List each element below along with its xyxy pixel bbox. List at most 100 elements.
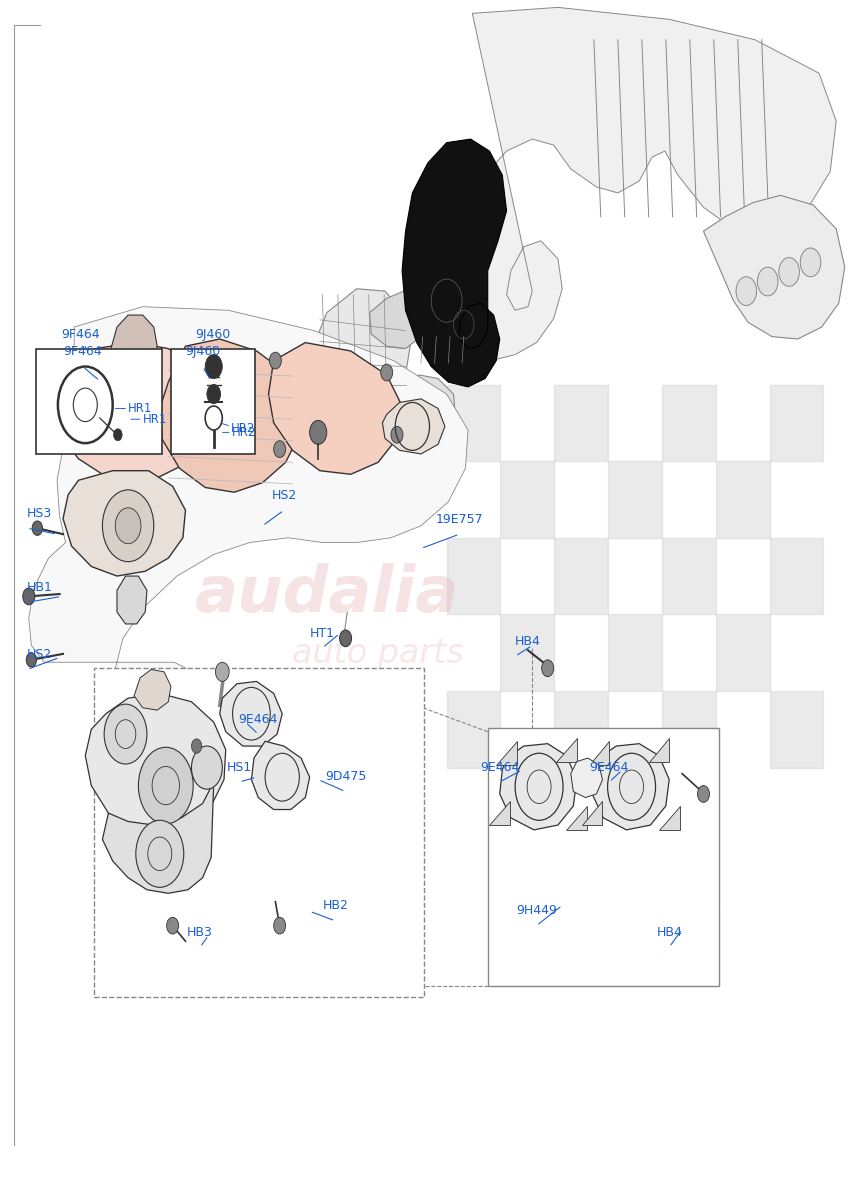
Circle shape (104, 704, 147, 764)
Circle shape (102, 490, 154, 562)
Circle shape (113, 428, 122, 440)
PathPatch shape (134, 670, 171, 710)
Bar (171, 348, 255, 454)
Circle shape (381, 364, 393, 380)
Circle shape (274, 917, 286, 934)
PathPatch shape (63, 470, 186, 576)
PathPatch shape (85, 694, 226, 834)
PathPatch shape (111, 316, 157, 370)
PathPatch shape (318, 289, 411, 402)
Text: HB3: HB3 (187, 926, 213, 938)
Text: audalia: audalia (195, 563, 459, 625)
Circle shape (205, 354, 222, 378)
PathPatch shape (252, 742, 309, 810)
Text: 19E757: 19E757 (436, 512, 484, 526)
Bar (501, 614, 554, 691)
PathPatch shape (117, 576, 147, 624)
Text: HB1: HB1 (27, 581, 53, 594)
Bar (770, 384, 824, 461)
Circle shape (167, 917, 179, 934)
Text: HR2: HR2 (231, 422, 255, 436)
PathPatch shape (588, 742, 609, 766)
Bar (716, 461, 770, 538)
Circle shape (216, 662, 229, 682)
Circle shape (207, 384, 221, 403)
Circle shape (108, 378, 160, 450)
Text: 9F464: 9F464 (64, 346, 102, 358)
PathPatch shape (704, 196, 844, 340)
Bar (608, 461, 662, 538)
PathPatch shape (649, 738, 669, 762)
PathPatch shape (659, 806, 679, 830)
Circle shape (136, 821, 184, 887)
PathPatch shape (592, 744, 669, 830)
Text: HB4: HB4 (656, 926, 682, 938)
PathPatch shape (102, 782, 214, 893)
Text: 9D475: 9D475 (325, 770, 366, 784)
PathPatch shape (570, 758, 602, 798)
Circle shape (542, 660, 554, 677)
PathPatch shape (582, 802, 602, 826)
Bar (488, 728, 719, 985)
Circle shape (270, 352, 282, 368)
Bar (716, 614, 770, 691)
Text: 9J460: 9J460 (195, 329, 230, 341)
Circle shape (779, 258, 800, 287)
Circle shape (58, 366, 113, 443)
Bar (770, 691, 824, 768)
Circle shape (205, 406, 222, 430)
Bar (447, 691, 501, 768)
Circle shape (339, 630, 351, 647)
PathPatch shape (369, 292, 428, 348)
Circle shape (201, 406, 213, 422)
Circle shape (801, 248, 821, 277)
Circle shape (23, 588, 34, 605)
Circle shape (758, 268, 778, 296)
Bar (554, 691, 608, 768)
Circle shape (55, 412, 67, 428)
Circle shape (698, 786, 710, 803)
Bar (662, 384, 716, 461)
Circle shape (33, 521, 42, 535)
PathPatch shape (160, 340, 301, 492)
Text: 9E464: 9E464 (589, 761, 629, 774)
PathPatch shape (220, 682, 283, 746)
Circle shape (73, 388, 97, 421)
Circle shape (188, 358, 200, 374)
Circle shape (192, 739, 202, 754)
PathPatch shape (382, 398, 445, 454)
Text: 9E464: 9E464 (480, 761, 520, 774)
Circle shape (736, 277, 757, 306)
Text: HT1: HT1 (310, 626, 335, 640)
Text: HR2: HR2 (232, 426, 256, 439)
Text: 9H449: 9H449 (516, 905, 557, 917)
Bar (94, 668, 423, 997)
Bar (447, 538, 501, 614)
Bar (554, 538, 608, 614)
PathPatch shape (391, 374, 455, 434)
Text: HB2: HB2 (322, 900, 348, 912)
PathPatch shape (500, 744, 576, 830)
Bar (770, 538, 824, 614)
PathPatch shape (51, 342, 209, 480)
Bar (608, 614, 662, 691)
Text: HB4: HB4 (515, 635, 541, 648)
Text: HS2: HS2 (27, 648, 52, 661)
Text: HR1: HR1 (143, 413, 167, 426)
PathPatch shape (566, 806, 587, 830)
Circle shape (138, 748, 193, 824)
Bar (447, 384, 501, 461)
Text: HS2: HS2 (271, 488, 296, 502)
Circle shape (121, 396, 147, 432)
Text: auto parts: auto parts (292, 637, 464, 671)
Circle shape (115, 508, 141, 544)
Bar (501, 461, 554, 538)
Bar (35, 348, 162, 454)
Text: HR1: HR1 (128, 402, 153, 415)
Text: 9J460: 9J460 (185, 346, 220, 358)
Circle shape (192, 746, 222, 790)
PathPatch shape (29, 307, 468, 726)
Circle shape (27, 653, 36, 667)
Bar (662, 538, 716, 614)
Text: HS1: HS1 (227, 761, 252, 774)
